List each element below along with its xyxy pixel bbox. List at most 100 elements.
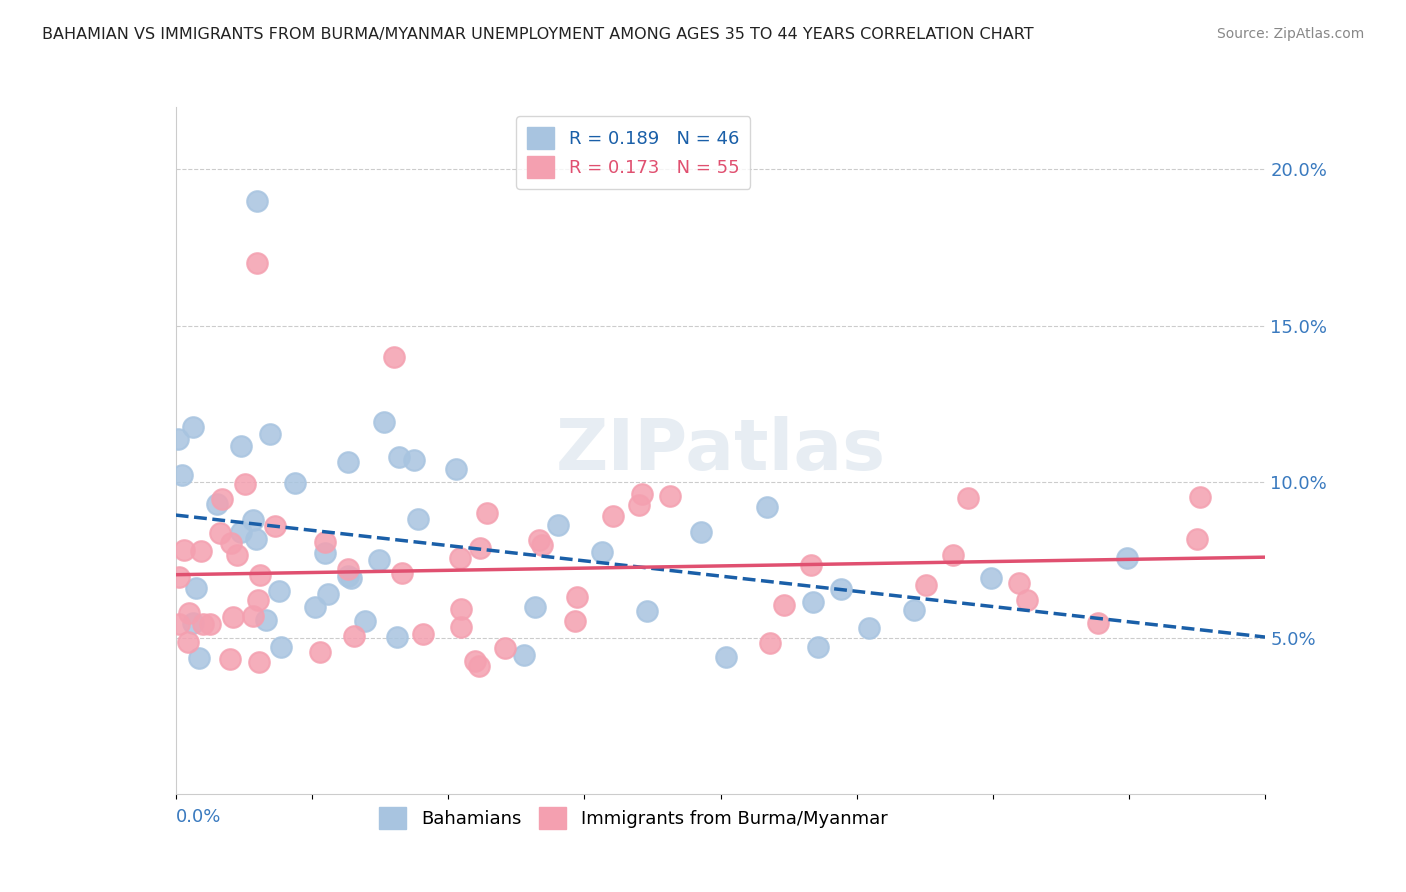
- Point: [167, 570, 190, 584]
- Point: [565, 590, 588, 604]
- Point: [225, 548, 247, 562]
- Point: [246, 256, 269, 270]
- Point: [406, 512, 429, 526]
- Point: [801, 595, 824, 609]
- Point: [245, 532, 267, 546]
- Point: [222, 609, 245, 624]
- Point: [382, 350, 405, 364]
- Point: [1185, 532, 1208, 546]
- Point: [716, 650, 738, 665]
- Point: [402, 452, 425, 467]
- Point: [337, 569, 360, 583]
- Point: [391, 566, 413, 580]
- Point: [658, 489, 681, 503]
- Point: [242, 608, 264, 623]
- Point: [1017, 593, 1039, 607]
- Text: ZIPatlas: ZIPatlas: [555, 416, 886, 485]
- Point: [636, 604, 658, 618]
- Point: [231, 438, 253, 452]
- Point: [468, 541, 491, 556]
- Point: [181, 615, 204, 630]
- Point: [468, 659, 491, 673]
- Point: [1189, 490, 1212, 504]
- Point: [247, 655, 270, 669]
- Point: [316, 587, 339, 601]
- Point: [477, 506, 499, 520]
- Point: [173, 543, 195, 558]
- Point: [755, 500, 778, 515]
- Point: [690, 525, 713, 540]
- Point: [773, 598, 796, 612]
- Point: [246, 194, 269, 208]
- Point: [190, 543, 212, 558]
- Point: [450, 602, 472, 616]
- Point: [233, 477, 256, 491]
- Point: [494, 640, 516, 655]
- Point: [187, 650, 209, 665]
- Point: [373, 415, 395, 429]
- Point: [270, 640, 292, 654]
- Point: [218, 652, 240, 666]
- Point: [229, 525, 252, 540]
- Point: [527, 533, 550, 547]
- Point: [800, 558, 823, 572]
- Point: [830, 582, 852, 597]
- Point: [957, 491, 980, 505]
- Point: [602, 508, 624, 523]
- Point: [914, 578, 936, 592]
- Point: [167, 617, 190, 632]
- Point: [1008, 576, 1031, 591]
- Point: [263, 519, 285, 533]
- Point: [547, 517, 569, 532]
- Point: [980, 571, 1002, 585]
- Point: [259, 427, 281, 442]
- Point: [242, 513, 264, 527]
- Point: [942, 548, 965, 562]
- Text: Source: ZipAtlas.com: Source: ZipAtlas.com: [1216, 27, 1364, 41]
- Point: [211, 491, 233, 506]
- Point: [314, 535, 336, 549]
- Point: [412, 627, 434, 641]
- Point: [219, 536, 242, 550]
- Point: [858, 621, 880, 635]
- Point: [450, 619, 472, 633]
- Point: [1087, 616, 1109, 631]
- Point: [564, 614, 586, 628]
- Point: [308, 645, 330, 659]
- Point: [903, 603, 925, 617]
- Point: [530, 538, 553, 552]
- Point: [247, 593, 270, 607]
- Legend: Bahamians, Immigrants from Burma/Myanmar: Bahamians, Immigrants from Burma/Myanmar: [368, 796, 898, 839]
- Point: [807, 640, 830, 655]
- Point: [304, 599, 326, 614]
- Point: [191, 617, 214, 632]
- Point: [343, 629, 366, 643]
- Point: [269, 584, 291, 599]
- Point: [759, 636, 782, 650]
- Point: [337, 455, 360, 469]
- Point: [340, 572, 363, 586]
- Point: [172, 468, 194, 483]
- Point: [353, 615, 375, 629]
- Text: 0.0%: 0.0%: [176, 807, 221, 826]
- Point: [167, 432, 190, 446]
- Point: [184, 581, 207, 595]
- Text: BAHAMIAN VS IMMIGRANTS FROM BURMA/MYANMAR UNEMPLOYMENT AMONG AGES 35 TO 44 YEARS: BAHAMIAN VS IMMIGRANTS FROM BURMA/MYANMA…: [42, 27, 1033, 42]
- Point: [1115, 551, 1137, 566]
- Point: [314, 546, 336, 560]
- Point: [367, 553, 389, 567]
- Point: [176, 635, 198, 649]
- Point: [523, 600, 546, 615]
- Point: [449, 551, 471, 566]
- Point: [591, 545, 613, 559]
- Point: [249, 567, 271, 582]
- Point: [464, 654, 486, 668]
- Point: [385, 630, 408, 644]
- Point: [284, 476, 307, 491]
- Point: [336, 561, 359, 575]
- Point: [513, 648, 536, 662]
- Point: [209, 525, 232, 540]
- Point: [205, 496, 228, 510]
- Point: [181, 420, 204, 434]
- Point: [256, 613, 278, 627]
